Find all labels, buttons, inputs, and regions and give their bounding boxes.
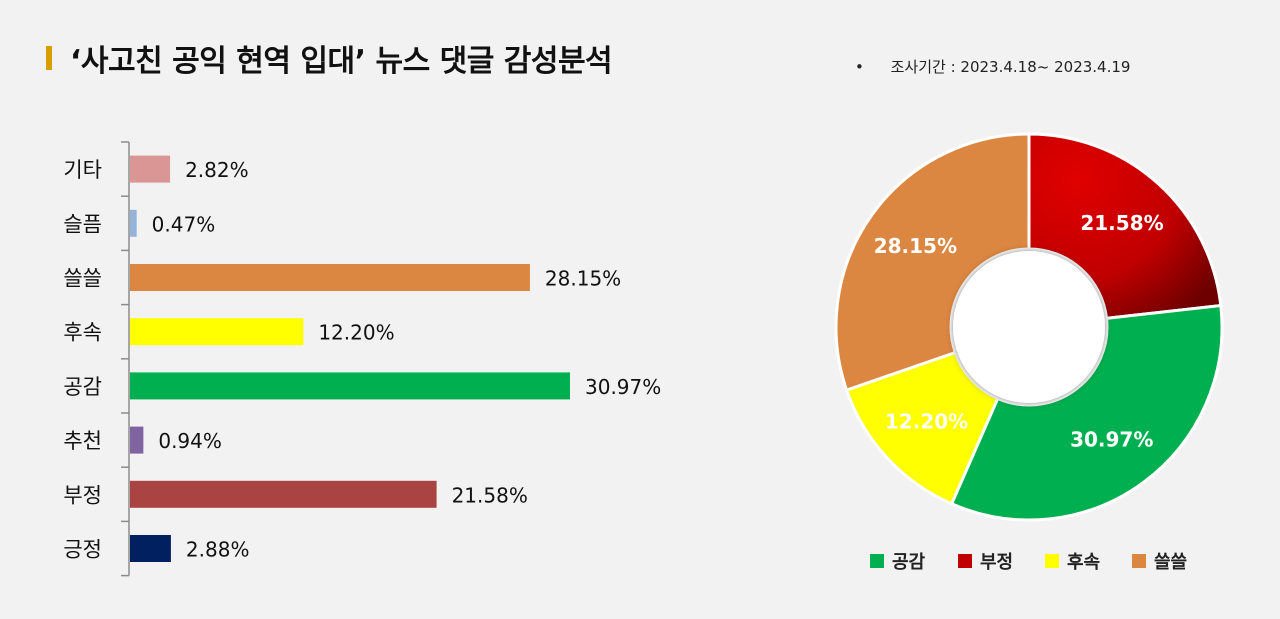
legend-swatch xyxy=(870,554,884,568)
bar-value-label: 0.47% xyxy=(152,212,216,236)
bar-1 xyxy=(130,209,137,237)
donut-slice-3 xyxy=(834,132,1031,393)
bar-value-label: 2.82% xyxy=(185,158,249,182)
bar-category-label: 후속 xyxy=(63,321,102,345)
bar-category-label: 긍정 xyxy=(63,538,102,562)
bar-value-label: 2.88% xyxy=(186,538,250,562)
bar-value-label: 28.15% xyxy=(545,267,621,291)
legend-entry: 후속 xyxy=(1067,552,1100,573)
page-title: ‘사고친 공익 현역 입대’ 뉴스 댓글 감성분석 xyxy=(70,44,613,79)
bar-2 xyxy=(130,264,530,291)
bar-5 xyxy=(130,426,144,454)
legend-swatch xyxy=(958,554,972,568)
legend-entry: 쓸쓸 xyxy=(1154,552,1187,573)
bar-value-label: 30.97% xyxy=(585,375,661,399)
bar-7 xyxy=(130,535,171,562)
bar-category-label: 슬픔 xyxy=(63,212,102,236)
legend-entry: 부정 xyxy=(980,552,1013,573)
bar-category-label: 쓸쓸 xyxy=(63,267,102,291)
donut-slice-0 xyxy=(1027,132,1223,320)
donut-slice-2 xyxy=(844,350,1000,506)
donut-value-label: 12.20% xyxy=(885,410,968,434)
legend-swatch xyxy=(1045,554,1059,568)
bar-value-label: 21.58% xyxy=(452,483,528,507)
bar-0 xyxy=(130,155,171,183)
bar-category-label: 부정 xyxy=(63,483,102,507)
donut-chart: 21.58% 30.97% 12.20% 28.15% xyxy=(834,132,1224,522)
period-bullet: • xyxy=(855,58,864,76)
bar-category-label: 공감 xyxy=(63,375,102,399)
legend-swatch xyxy=(1132,554,1146,568)
legend-entry: 공감 xyxy=(892,552,926,573)
title-accent-bar xyxy=(46,46,52,70)
bar-value-label: 0.94% xyxy=(158,429,222,453)
bar-6 xyxy=(130,480,437,508)
donut-hole xyxy=(953,251,1105,403)
donut-value-label: 28.15% xyxy=(874,234,957,258)
donut-legend: 공감 부정 후속 쓸쓸 xyxy=(870,552,1187,573)
donut-value-label: 30.97% xyxy=(1070,427,1153,451)
donut-value-label: 21.58% xyxy=(1080,211,1163,235)
donut-slice-1 xyxy=(949,303,1224,522)
bar-value-label: 12.20% xyxy=(318,321,394,345)
bar-chart: 기타 2.82% 슬픔 0.47% 쓸쓸 28.15% 후속 12.20% 공감 30.97% 추천… xyxy=(63,141,661,577)
bar-3 xyxy=(130,318,304,346)
period-text: 조사기간 : 2023.4.18~ 2023.4.19 xyxy=(890,58,1131,76)
bar-category-label: 기타 xyxy=(63,158,102,182)
survey-period: • 조사기간 : 2023.4.18~ 2023.4.19 xyxy=(855,56,1130,77)
bar-category-label: 추천 xyxy=(63,429,102,453)
bar-4 xyxy=(130,372,570,400)
